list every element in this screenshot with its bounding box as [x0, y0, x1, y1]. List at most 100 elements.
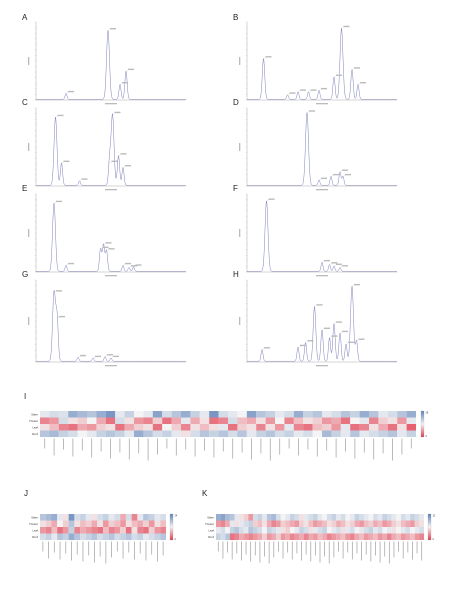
- peak-label: [108, 248, 115, 250]
- heatmap-column-label: [105, 541, 107, 564]
- peak-callout: [122, 263, 126, 266]
- peak-label: [131, 265, 137, 267]
- heatmap-cell: [303, 430, 313, 438]
- peak-callout: [125, 69, 129, 72]
- heatmap-cell: [58, 430, 69, 438]
- heatmap-cell: [275, 424, 285, 431]
- heatmap-cell: [396, 533, 401, 541]
- heatmap-cell: [382, 527, 388, 534]
- heatmap-column-label: [147, 438, 149, 461]
- heatmap-cell: [293, 430, 304, 438]
- heatmap-cell: [387, 417, 398, 425]
- heatmap-cell: [303, 417, 313, 425]
- peak-label: [300, 89, 306, 91]
- heatmap-column-label: [162, 541, 164, 556]
- heatmap-cell: [294, 533, 300, 541]
- y-axis-label: [239, 143, 241, 151]
- heatmap-cell: [368, 533, 374, 541]
- heatmap-cell: [51, 533, 58, 541]
- heatmap-cell: [275, 417, 285, 425]
- heatmap-cell: [216, 520, 221, 528]
- heatmap-cell: [340, 424, 351, 431]
- chromatogram-panel-g: G: [22, 270, 186, 367]
- peak-label: [331, 262, 338, 264]
- heatmap-cell: [387, 533, 392, 541]
- heatmap-cell: [49, 417, 59, 425]
- heatmap-cell: [103, 520, 109, 528]
- heatmap-cell: [276, 527, 281, 534]
- heatmap-cell: [276, 533, 281, 541]
- heatmap-cell: [62, 514, 69, 521]
- heatmap-cell: [199, 424, 210, 431]
- heatmap-cell: [256, 430, 266, 438]
- heatmap-cell: [77, 430, 88, 438]
- peak-label: [345, 173, 351, 176]
- peak-label: [342, 265, 348, 267]
- heatmap-cell: [143, 430, 153, 438]
- heatmap-cell: [414, 527, 420, 534]
- heatmap-column-label: [72, 438, 74, 457]
- heatmap-row-label: Stem: [31, 516, 38, 520]
- heatmap-cell: [45, 527, 52, 534]
- heatmap-cell: [275, 411, 285, 418]
- heatmap-cell: [303, 527, 309, 534]
- heatmap-cell: [143, 533, 149, 541]
- heatmap-cell: [190, 424, 200, 431]
- heatmap-cell: [218, 424, 229, 431]
- heatmap-cell: [303, 520, 309, 528]
- heatmap-cell: [243, 527, 249, 534]
- peak-callout: [318, 89, 322, 91]
- heatmap-cell: [225, 527, 230, 534]
- heatmap-column-label: [81, 438, 83, 451]
- heatmap-cell: [312, 430, 323, 438]
- heatmap-cell: [108, 533, 115, 541]
- peak-label: [95, 355, 101, 358]
- heatmap-column-label: [314, 541, 316, 556]
- heatmap-column-label: [65, 541, 67, 554]
- heatmap-cell: [171, 430, 182, 438]
- heatmap-cell: [91, 514, 98, 521]
- heatmap-cell: [243, 520, 249, 528]
- chromatogram-trace: [36, 290, 186, 362]
- heatmap-column-label: [273, 541, 275, 558]
- heatmap-cell: [252, 514, 258, 521]
- heatmap-cell: [285, 533, 291, 541]
- heatmap-column-label: [278, 541, 279, 552]
- heatmap-cell: [143, 527, 149, 534]
- peak-label: [336, 321, 342, 323]
- heatmap-cell: [387, 520, 392, 528]
- heatmap-cell: [91, 527, 98, 534]
- heatmap-cell: [80, 533, 86, 541]
- peak-label: [120, 153, 127, 155]
- peak-label: [354, 67, 360, 69]
- heatmap-cell: [340, 514, 346, 521]
- chromatogram-panel-e: E: [22, 184, 186, 277]
- heatmap-cell: [419, 514, 425, 521]
- heatmap-cell: [108, 527, 115, 534]
- heatmap-cell: [378, 411, 388, 418]
- heatmap-cell: [359, 430, 370, 438]
- peak-callout: [305, 341, 308, 343]
- heatmap-cell: [271, 533, 277, 541]
- heatmap-column-label: [324, 541, 326, 557]
- heatmap-cell: [350, 520, 355, 528]
- heatmap-cell: [397, 424, 407, 431]
- heatmap-column-label: [76, 541, 78, 555]
- chromatogram-axes: [246, 280, 397, 363]
- heatmap-cell: [331, 520, 337, 528]
- peak-callout: [104, 355, 108, 357]
- heatmap-cell: [410, 514, 415, 521]
- heatmap-column-label: [232, 438, 234, 459]
- heatmap-cell: [152, 417, 163, 425]
- heatmap-cell: [131, 520, 138, 528]
- heatmap-column-label: [412, 541, 413, 560]
- heatmap-cell: [114, 533, 121, 541]
- peak-callout: [333, 75, 337, 78]
- heatmap-cell: [229, 520, 235, 528]
- y-axis-label: [28, 143, 30, 151]
- heatmap-cell: [218, 417, 229, 425]
- heatmap-cell: [262, 520, 267, 528]
- panel-letter: K: [202, 489, 208, 498]
- heatmap-column-label: [333, 541, 335, 558]
- heatmap-cell: [97, 514, 104, 521]
